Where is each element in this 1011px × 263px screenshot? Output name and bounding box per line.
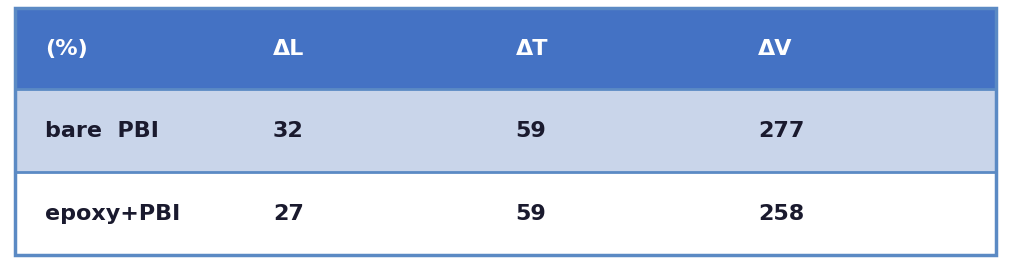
Bar [15,172,996,255]
Text: ΔV: ΔV [758,39,793,59]
Text: epoxy+PBI: epoxy+PBI [45,204,181,224]
Text: 277: 277 [758,121,805,141]
Bar [15,89,996,172]
Text: bare  PBI: bare PBI [45,121,160,141]
Text: 59: 59 [516,121,546,141]
Text: 27: 27 [273,204,304,224]
Text: 32: 32 [273,121,303,141]
Text: 258: 258 [758,204,805,224]
Text: 59: 59 [516,204,546,224]
Text: ΔT: ΔT [516,39,548,59]
Text: (%): (%) [45,39,88,59]
Text: ΔL: ΔL [273,39,304,59]
Bar [15,8,996,89]
